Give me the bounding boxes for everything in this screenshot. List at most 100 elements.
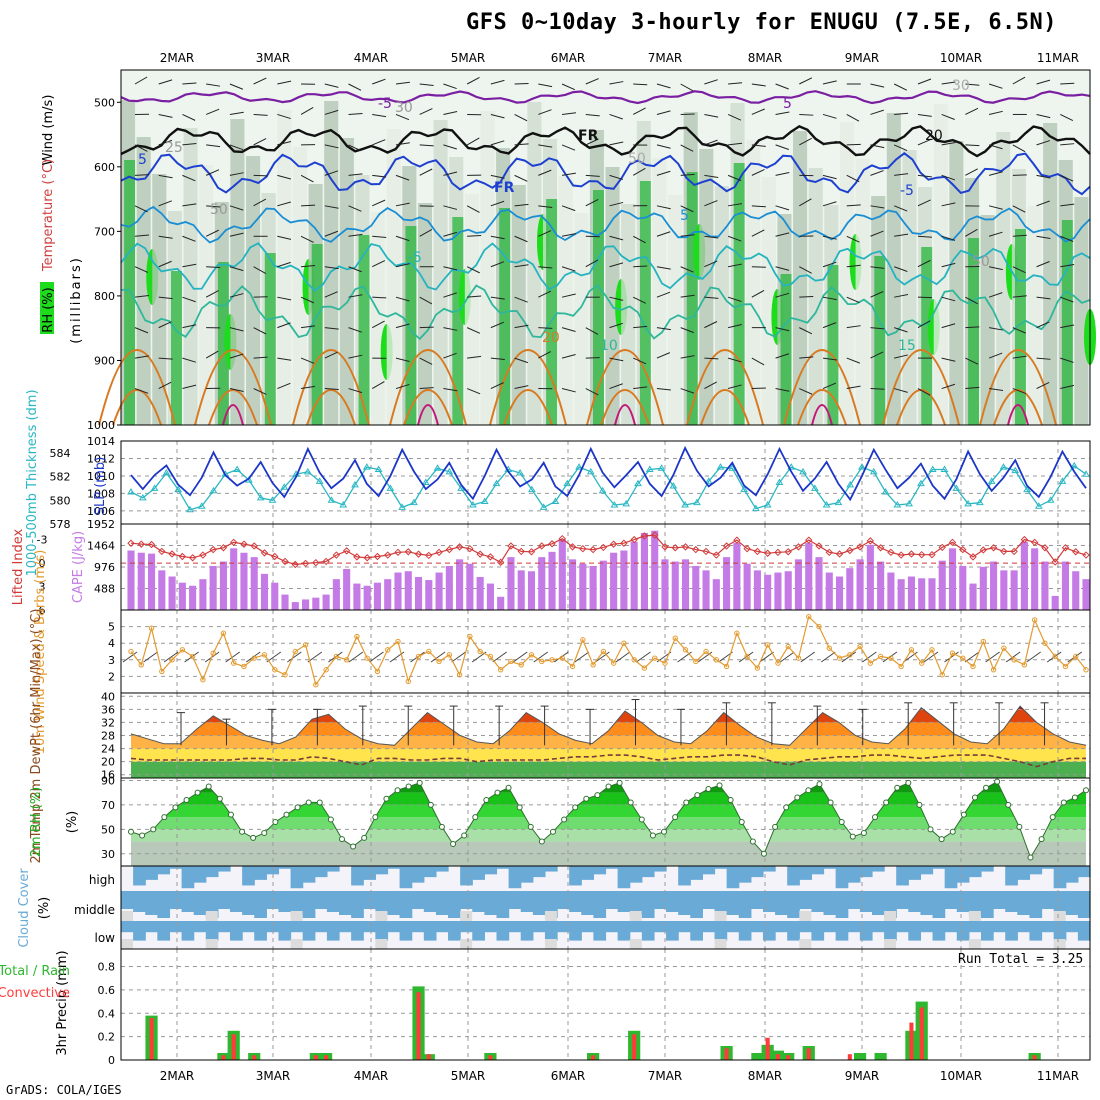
cloud-bar: [593, 891, 607, 918]
thickness-point: [374, 465, 383, 472]
wind-barb: [158, 139, 173, 146]
wind-barb: [301, 265, 316, 268]
cloud-bar: [351, 891, 364, 918]
li-point: [137, 540, 145, 548]
rh-point: [483, 797, 490, 803]
surface-wind-barb: [287, 651, 302, 663]
thickness-point: [1082, 470, 1090, 477]
cloud-bar: [653, 891, 667, 909]
wind-tick-label: 2: [108, 670, 115, 683]
cloud-bar: [326, 866, 340, 872]
wind-barb: [324, 327, 339, 330]
wind-barb: [134, 294, 149, 298]
wind-barb: [846, 296, 860, 304]
cloud-bar: [266, 866, 280, 875]
cape-bar: [681, 559, 690, 610]
temp-tick-label: 28: [101, 730, 115, 743]
wind-barb: [490, 321, 504, 329]
rh-point: [527, 823, 534, 830]
precip-convective-bar: [919, 1007, 924, 1060]
rh-band: [1074, 197, 1089, 425]
cloud-bar: [363, 891, 376, 909]
temp-band: [131, 735, 1086, 749]
wind-barb: [134, 388, 149, 394]
cloud-gap: [799, 911, 812, 921]
rh-point: [139, 832, 146, 839]
rh-point: [727, 797, 734, 803]
wind-barb: [490, 296, 505, 300]
wind-barb: [348, 233, 363, 237]
cape-bar: [743, 563, 751, 610]
rh-moist-core: [264, 253, 276, 425]
thickness-tick-label: 584: [50, 447, 71, 460]
rh-band: [417, 203, 433, 425]
wind-barb: [466, 205, 480, 213]
wind-barb: [1012, 388, 1027, 395]
wind-barb: [158, 381, 172, 389]
cloud-bar: [956, 891, 970, 912]
wind-barb: [751, 168, 765, 176]
wind-barb: [182, 263, 197, 268]
thickness-point: [799, 467, 807, 475]
rh-point: [1049, 814, 1056, 821]
thickness-point: [586, 467, 595, 475]
wind-barb: [419, 144, 434, 147]
cloud-bar: [738, 866, 752, 883]
wind-barb: [1012, 266, 1026, 274]
wind-barb: [609, 81, 624, 85]
wind-point: [600, 648, 607, 655]
isotherm-30: [797, 389, 847, 426]
li-point: [651, 531, 659, 539]
li-point: [1030, 538, 1039, 547]
cloud-bar: [387, 921, 401, 933]
wind-barb: [514, 174, 528, 182]
cloud-bar: [351, 921, 364, 941]
wind-point: [662, 660, 668, 666]
cloud-bar: [666, 891, 679, 912]
thickness-point: [162, 469, 171, 476]
thickness-point: [480, 497, 489, 504]
wind-point: [949, 650, 956, 656]
cloud-bar: [908, 866, 922, 880]
cloud-bar: [629, 921, 643, 933]
x-tick-label-top: 9MAR: [845, 51, 880, 65]
thickness-point: [150, 484, 159, 491]
wind-barb: [1060, 324, 1075, 329]
li-point: [763, 549, 772, 557]
cloud-gap: [968, 939, 981, 949]
rh-point: [183, 797, 190, 803]
wind-barb: [870, 291, 884, 298]
thickness-point: [881, 488, 890, 495]
wind-barb: [609, 322, 623, 329]
cape-tick-label: 976: [94, 561, 115, 574]
wind-barb: [846, 385, 861, 390]
wind-barb: [894, 173, 909, 176]
wind-barb: [372, 381, 385, 389]
wind-barb: [419, 108, 433, 115]
isotherm-5: [120, 152, 1091, 196]
wind-barb: [490, 357, 505, 361]
cloud-bar: [484, 866, 498, 875]
rh-band: [131, 829, 1086, 842]
cape-bar: [281, 594, 289, 610]
wind-barb: [538, 230, 552, 237]
wind-barb: [229, 144, 244, 151]
cloud-bar: [993, 921, 1006, 933]
thickness-point: [469, 501, 477, 508]
thickness-point: [457, 484, 466, 491]
wind-barb: [1036, 261, 1050, 268]
rh-band: [605, 167, 620, 425]
wind-barb: [490, 235, 505, 240]
thickness-point: [256, 493, 265, 501]
cloud-bar: [254, 891, 267, 918]
cloud-gap: [460, 939, 473, 949]
wind-barb: [680, 266, 694, 273]
wind-point: [395, 638, 401, 645]
wind-barb: [538, 327, 553, 329]
cape-bar: [373, 582, 382, 610]
li-point: [496, 558, 505, 567]
wind-barb: [372, 78, 386, 85]
cloud-gap: [968, 911, 981, 921]
wind-barb: [751, 108, 765, 115]
wind-barb: [277, 80, 292, 85]
